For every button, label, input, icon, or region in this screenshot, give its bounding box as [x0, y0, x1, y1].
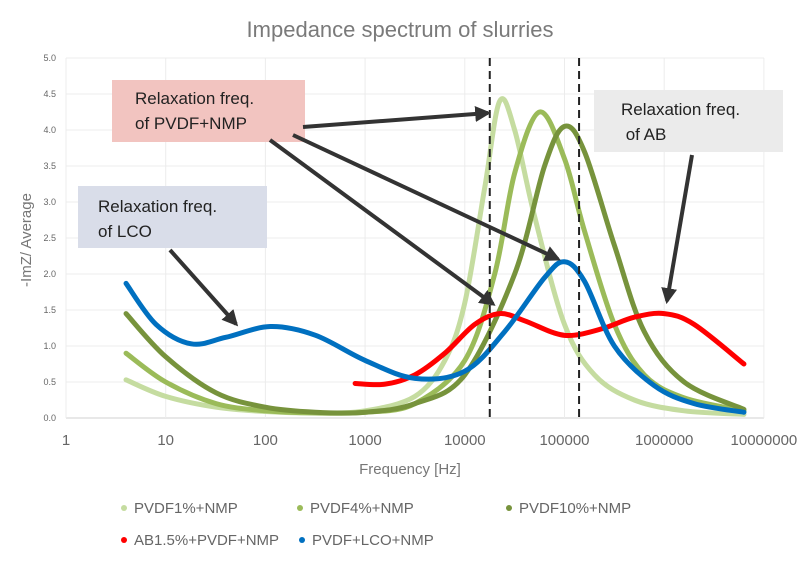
- arrow-pvdf-to-pvdf-peak: [302, 105, 492, 129]
- annotation-lco-line1: Relaxation freq.: [98, 197, 217, 216]
- legend-label: PVDF4%+NMP: [310, 500, 414, 517]
- series-line-1: [123, 109, 747, 416]
- legend-label: PVDF+LCO+NMP: [312, 532, 434, 549]
- annotation-box-pvdf: [112, 80, 305, 142]
- x-tick-label: 10000000: [731, 432, 798, 449]
- arrow-lco-to-lco-peak: [168, 248, 239, 327]
- legend-marker: [506, 505, 512, 511]
- chart-title: Impedance spectrum of slurries: [247, 17, 554, 42]
- annotation-pvdf-line1: Relaxation freq.: [135, 89, 254, 108]
- legend-item: AB1.5%+PVDF+NMP: [121, 532, 279, 549]
- y-tick-label: 2.0: [43, 269, 56, 279]
- y-tick-label: 4.0: [43, 125, 56, 135]
- legend-item: PVDF+LCO+NMP: [299, 532, 434, 549]
- y-ticks: 0.0 0.5 1.0 1.5 2.0 2.5 3.0 3.5 4.0 4.5 5.0: [43, 53, 56, 423]
- legend-label: PVDF1%+NMP: [134, 500, 238, 517]
- legend-marker: [297, 505, 303, 511]
- x-tick-label: 1: [62, 432, 70, 449]
- annotation-ab-line1: Relaxation freq.: [621, 100, 740, 119]
- x-tick-label: 10000: [444, 432, 486, 449]
- arrows: [168, 105, 694, 327]
- series-line-4: [123, 259, 747, 415]
- y-tick-label: 4.5: [43, 89, 56, 99]
- x-axis-label: Frequency [Hz]: [359, 461, 461, 478]
- annotation-lco: Relaxation freq. of LCO: [78, 186, 267, 248]
- y-axis-label: -ImZ/ Average: [18, 193, 35, 287]
- legend-marker: [121, 505, 127, 511]
- legend-marker: [121, 537, 127, 543]
- x-tick-label: 1000: [348, 432, 381, 449]
- series-line-2: [123, 123, 747, 416]
- y-tick-label: 0.5: [43, 377, 56, 387]
- arrow-pvdf-to-ab-peak: [268, 138, 496, 306]
- y-tick-label: 2.5: [43, 233, 56, 243]
- arrow-pvdf-to-lco-peak: [292, 133, 561, 261]
- annotation-lco-line2: of LCO: [98, 222, 152, 241]
- legend-item: PVDF1%+NMP: [121, 500, 238, 517]
- x-tick-label: 100000: [539, 432, 589, 449]
- x-tick-label: 100: [253, 432, 278, 449]
- annotation-ab-line2: of AB: [621, 125, 666, 144]
- y-tick-label: 1.0: [43, 341, 56, 351]
- legend-item: PVDF4%+NMP: [297, 500, 414, 517]
- arrow-ab-to-ab-peak: [661, 154, 694, 305]
- x-ticks: 1 10 100 1000 10000 100000 1000000 10000000: [62, 432, 797, 449]
- x-tick-label: 1000000: [635, 432, 693, 449]
- y-tick-label: 5.0: [43, 53, 56, 63]
- annotation-ab: Relaxation freq. of AB: [594, 90, 783, 152]
- annotation-pvdf-line2: of PVDF+NMP: [135, 114, 247, 133]
- y-tick-label: 3.5: [43, 161, 56, 171]
- annotation-box-ab: [594, 90, 783, 152]
- legend-label: PVDF10%+NMP: [519, 500, 631, 517]
- legend-label: AB1.5%+PVDF+NMP: [134, 532, 279, 549]
- annotation-box-lco: [78, 186, 267, 248]
- legend: PVDF1%+NMP PVDF4%+NMP PVDF10%+NMP AB1.5%+PV…: [121, 500, 631, 549]
- x-tick-label: 10: [157, 432, 174, 449]
- annotation-pvdf: Relaxation freq. of PVDF+NMP: [112, 80, 305, 142]
- legend-item: PVDF10%+NMP: [506, 500, 631, 517]
- y-tick-label: 3.0: [43, 197, 56, 207]
- series-line-3: [352, 310, 747, 388]
- y-tick-label: 0.0: [43, 413, 56, 423]
- legend-marker: [299, 537, 305, 543]
- y-tick-label: 1.5: [43, 305, 56, 315]
- series-lines: [123, 96, 747, 417]
